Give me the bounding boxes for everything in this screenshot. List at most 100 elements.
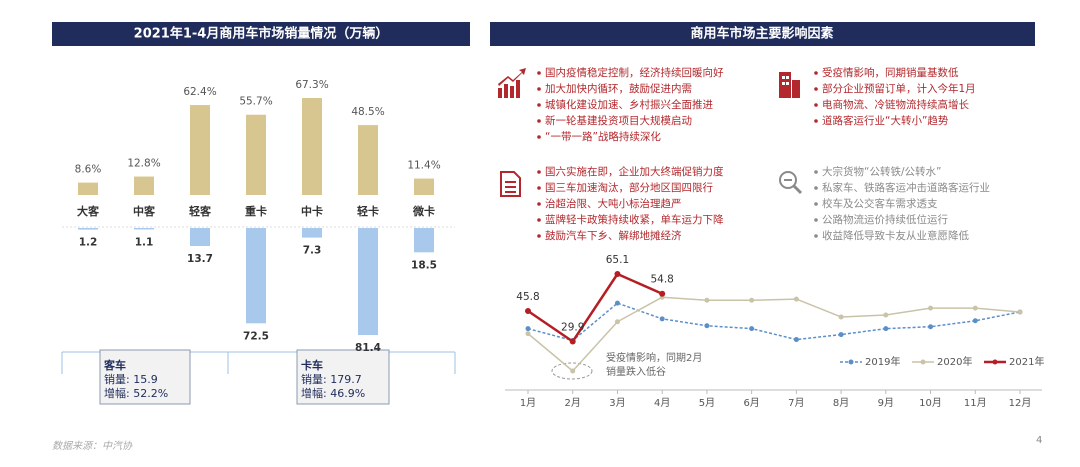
data-label: 13.7 [187,253,213,265]
bullet [537,119,541,123]
bar [134,228,154,230]
x-tick-label: 11月 [964,397,987,409]
data-label: 7.3 [303,245,322,257]
point [838,314,844,320]
factor-item: 公路物流运价持续低位运行 [822,213,948,226]
legend-marker [992,359,998,365]
data-label: 29.9 [561,321,584,333]
point [704,323,710,329]
factor-item: 部分企业预留订单，计入今年1月 [822,82,976,95]
line [527,296,1021,372]
bar [190,228,210,247]
factor-item: 道路客运行业“大转小”趋势 [822,114,949,127]
point [659,290,666,297]
data-label: 67.3% [295,79,328,91]
bullet [537,170,541,174]
annotation: 受疫情影响，同期2月 [606,351,702,364]
category-label: 中客 [133,204,156,218]
factor-item: 电商物流、冷链物流持续高增长 [822,98,969,111]
point [614,271,621,277]
bar [358,125,378,195]
category-label: 中卡 [301,204,323,218]
bullet [814,87,818,91]
bar [302,228,322,238]
x-tick-label: 2月 [565,397,581,409]
point [749,297,755,303]
summary-box [99,349,191,405]
factor-item: 鼓励汽车下乡、解绑地摊经济 [545,229,682,242]
bar [78,182,98,195]
bar [190,105,210,195]
factor-item: “一带一路”战略持续深化 [545,130,661,143]
left-title-bar [52,22,470,46]
bar [246,228,266,324]
bullet [537,135,541,139]
point [972,305,978,311]
annotation: 销量跌入低谷 [606,365,666,378]
factor-item: 校车及公交客车需求透支 [822,197,938,210]
legend-label: 2019年 [865,355,900,368]
point [883,312,889,318]
highlight-ellipse [551,362,593,380]
icon-growth [498,68,526,98]
x-tick-label: 10月 [919,397,942,409]
bullet [814,71,818,75]
factor-item: 国三车加速淘汰，部分地区国四限行 [545,181,713,194]
point [525,307,531,314]
right-title-bar [490,22,1035,46]
data-label: 18.5 [411,259,437,271]
data-label: 81.4 [355,342,381,354]
category-label: 重卡 [245,204,267,218]
x-tick-label: 12月 [1009,397,1032,409]
icon-document [500,171,521,197]
x-tick-label: 9月 [878,397,894,409]
point [793,296,799,302]
bullet [537,218,541,222]
bar [358,228,378,335]
bullet [537,202,541,206]
factor-item: 国六实施在即，企业加大终端促销力度 [545,165,724,178]
point [928,305,934,311]
right-title: 商用车市场主要影响因素 [690,26,833,42]
line [527,272,663,343]
bar [134,176,154,195]
bullet [537,71,541,75]
x-tick-label: 5月 [699,397,715,409]
point [570,368,576,374]
icon-search [779,171,803,195]
x-tick-label: 4月 [654,397,670,409]
source: 数据来源：中汽协 [52,440,133,452]
data-label: 11.4% [407,160,440,172]
summary-title: 卡车 [301,358,323,372]
point [704,297,710,303]
point [569,338,576,345]
bullet [814,202,818,206]
point [614,319,620,325]
left-title: 2021年1-4月商用车市场销量情况（万辆） [134,26,389,42]
point [525,331,531,337]
x-tick-label: 1月 [520,397,536,409]
point [659,316,665,322]
data-label: 72.5 [243,330,269,342]
x-tick-label: 6月 [743,397,759,409]
bullet [537,234,541,238]
factor-item: 蓝牌轻卡政策持续收紧，单车运力下降 [545,213,724,226]
bullet [814,186,818,190]
bullet [537,103,541,107]
factor-item: 城镇化建设加速、乡村振兴全面推进 [545,98,713,111]
bullet [814,170,818,174]
factor-item: 治超治限、大吨小标治理趋严 [545,197,682,210]
category-label: 轻卡 [357,204,379,218]
category-label: 微卡 [412,204,435,218]
bar [302,98,322,195]
summary-line: 销量: 179.7 [301,372,362,386]
data-label: 54.8 [650,274,673,286]
bullet [537,87,541,91]
point [972,318,978,324]
page-number: 4 [1036,435,1042,446]
summary-line: 销量: 15.9 [104,372,158,386]
factor-item: 加大加快内循环，鼓励促进内需 [545,82,692,95]
summary-line: 增幅: 52.2% [104,386,168,400]
x-tick-label: 3月 [609,397,625,409]
